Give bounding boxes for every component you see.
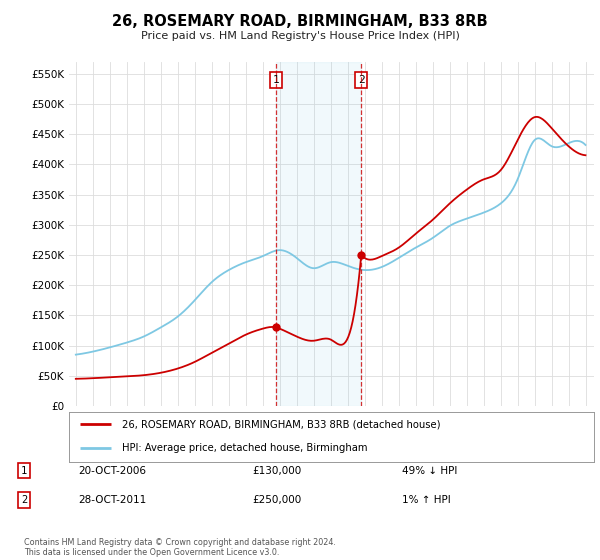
- Text: £250,000: £250,000: [252, 495, 301, 505]
- Text: 26, ROSEMARY ROAD, BIRMINGHAM, B33 8RB (detached house): 26, ROSEMARY ROAD, BIRMINGHAM, B33 8RB (…: [121, 419, 440, 429]
- Text: 2: 2: [21, 495, 27, 505]
- Text: 49% ↓ HPI: 49% ↓ HPI: [402, 465, 457, 475]
- Text: 1% ↑ HPI: 1% ↑ HPI: [402, 495, 451, 505]
- Text: 1: 1: [21, 465, 27, 475]
- Text: 1: 1: [273, 74, 280, 85]
- Text: Contains HM Land Registry data © Crown copyright and database right 2024.
This d: Contains HM Land Registry data © Crown c…: [24, 538, 336, 557]
- Bar: [276, 62, 361, 406]
- Text: Price paid vs. HM Land Registry's House Price Index (HPI): Price paid vs. HM Land Registry's House …: [140, 31, 460, 41]
- Text: 2: 2: [358, 74, 365, 85]
- Text: 20-OCT-2006: 20-OCT-2006: [78, 465, 146, 475]
- Text: £130,000: £130,000: [252, 465, 301, 475]
- Text: HPI: Average price, detached house, Birmingham: HPI: Average price, detached house, Birm…: [121, 443, 367, 453]
- Text: 28-OCT-2011: 28-OCT-2011: [78, 495, 146, 505]
- Text: 26, ROSEMARY ROAD, BIRMINGHAM, B33 8RB: 26, ROSEMARY ROAD, BIRMINGHAM, B33 8RB: [112, 14, 488, 29]
